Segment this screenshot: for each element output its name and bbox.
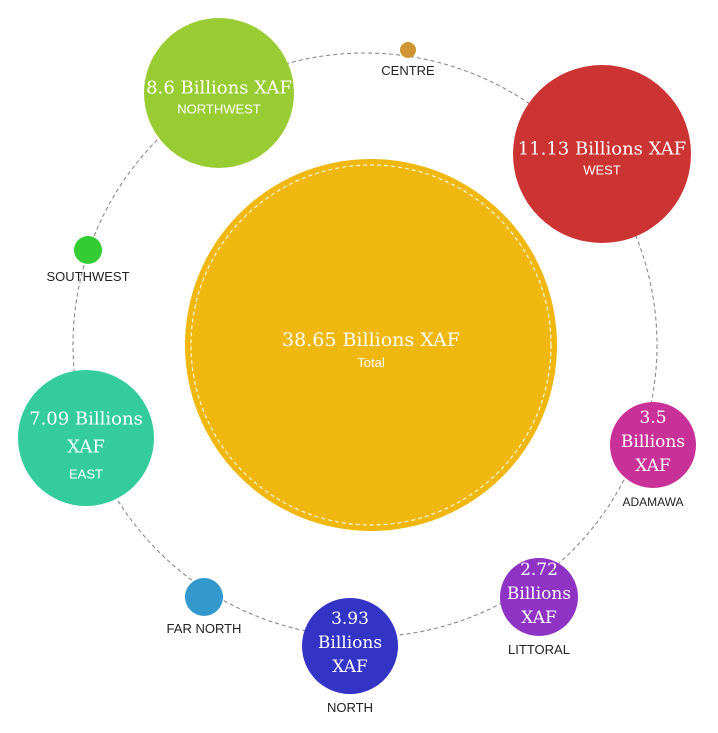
- bubble-littoral-value-line: XAF: [521, 608, 557, 628]
- bubble-west-label: WEST: [583, 162, 621, 177]
- bubble-east-circle: [18, 370, 154, 506]
- bubble-adamawa-value-line: 3.5: [639, 408, 666, 428]
- bubble-far-north: FAR NORTH: [167, 578, 242, 636]
- bubble-southwest: SOUTHWEST: [46, 236, 130, 284]
- bubble-north-value-line: XAF: [332, 657, 368, 677]
- bubble-far-north-circle: [185, 578, 223, 616]
- bubble-northwest: 8.6 Billions XAF NORTHWEST: [144, 18, 294, 168]
- bubble-littoral-value-line: Billions: [507, 584, 571, 604]
- bubble-east-value-line: XAF: [67, 436, 105, 457]
- bubble-north-value-line: 3.93: [331, 609, 369, 629]
- bubble-east-value-line: 7.09 Billions: [29, 408, 143, 429]
- bubble-southwest-circle: [74, 236, 102, 264]
- bubble-east: 7.09 Billions XAF EAST: [18, 370, 154, 506]
- bubble-littoral-circle: [500, 558, 578, 636]
- bubble-total-label: Total: [357, 355, 385, 370]
- bubble-northwest-label: NORTHWEST: [177, 101, 261, 116]
- bubble-north-label: NORTH: [327, 700, 373, 715]
- bubble-centre: CENTRE: [381, 42, 435, 78]
- bubble-adamawa: 3.5 Billions XAF ADAMAWA: [610, 402, 696, 509]
- bubble-southwest-label: SOUTHWEST: [46, 269, 129, 284]
- bubble-north-value-line: Billions: [318, 633, 382, 653]
- bubble-north: 3.93 Billions XAF NORTH: [302, 598, 398, 715]
- bubble-north-circle: [302, 598, 398, 694]
- bubble-centre-label: CENTRE: [381, 63, 435, 78]
- bubble-adamawa-value-line: Billions: [621, 432, 685, 452]
- bubble-total: 38.65 Billions XAF Total: [185, 159, 557, 531]
- bubble-far-north-label: FAR NORTH: [167, 621, 242, 636]
- bubble-east-label: EAST: [69, 466, 103, 481]
- bubble-total-circle: [185, 159, 557, 531]
- bubble-west-circle: [513, 65, 691, 243]
- bubble-adamawa-circle: [610, 402, 696, 488]
- bubble-littoral-value-line: 2.72: [520, 560, 558, 580]
- bubble-west-value-line: 11.13 Billions XAF: [518, 138, 687, 159]
- bubble-adamawa-label: ADAMAWA: [622, 495, 683, 509]
- bubble-centre-circle: [400, 42, 416, 58]
- bubble-total-value: 38.65 Billions XAF: [282, 329, 460, 351]
- bubble-littoral-label: LITTORAL: [508, 642, 570, 657]
- bubble-northwest-value-line: 8.6 Billions XAF: [146, 77, 292, 98]
- bubble-west: 11.13 Billions XAF WEST: [513, 65, 691, 243]
- bubble-total-inner-ring: [190, 164, 552, 526]
- bubble-adamawa-value-line: XAF: [635, 456, 671, 476]
- bubble-northwest-circle: [144, 18, 294, 168]
- bubble-littoral: 2.72 Billions XAF LITTORAL: [500, 558, 578, 657]
